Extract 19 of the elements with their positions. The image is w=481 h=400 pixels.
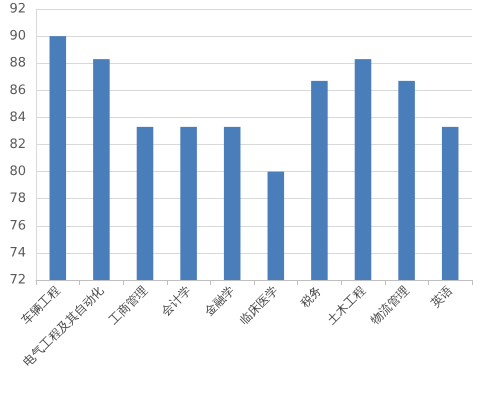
y-tick-label: 72 (9, 272, 26, 288)
y-tick-label: 84 (9, 110, 26, 125)
y-tick-label: 80 (9, 164, 26, 180)
x-tick-label: 金融学 (202, 283, 238, 318)
y-tick-label: 88 (9, 56, 26, 71)
x-tick-label: 会计学 (158, 283, 194, 318)
y-tick-label: 78 (9, 191, 26, 206)
x-tick-label: 税务 (297, 283, 324, 310)
y-tick-label: 76 (9, 218, 26, 234)
x-tick-label: 临床医学 (236, 283, 281, 327)
y-tick-label: 92 (9, 2, 26, 16)
y-tick-label: 86 (9, 82, 26, 98)
y-tick-label: 90 (9, 28, 26, 44)
x-tick-label: 工商管理 (106, 283, 150, 327)
x-tick-label: 土木工程 (324, 283, 368, 327)
y-tick-label: 74 (9, 245, 26, 260)
y-tick-label: 82 (9, 137, 26, 152)
x-tick-label: 英语 (428, 283, 456, 310)
x-tick-label: 物流管理 (368, 283, 412, 327)
